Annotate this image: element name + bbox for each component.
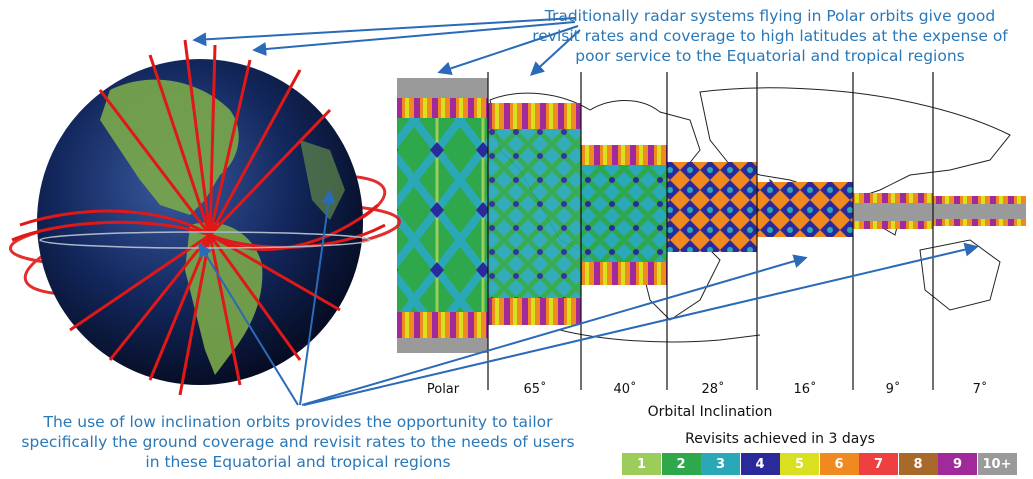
- column-dividers: [487, 72, 934, 390]
- low-inclination-caption: The use of low inclination orbits provid…: [21, 413, 575, 471]
- band-65-top-edge: [488, 103, 581, 129]
- inclination-label-28: 28˚: [701, 382, 725, 397]
- band-40-top-edge: [581, 145, 667, 165]
- coverage-map: [397, 72, 1026, 390]
- legend-swatch-5: 5: [780, 453, 819, 475]
- legend-swatch-7: 7: [859, 453, 898, 475]
- axis-title: Orbital Inclination: [647, 404, 773, 420]
- inclination-label-7: 7˚: [972, 382, 988, 397]
- band-16: [757, 182, 853, 237]
- band-7-bottom-edge: [933, 219, 1026, 226]
- legend-swatch-9: 9: [938, 453, 977, 475]
- legend-swatch-10plus: 10+: [977, 453, 1017, 475]
- band-polar-top: [397, 78, 488, 100]
- inclination-label-polar: Polar: [426, 382, 460, 397]
- band-40-bottom-edge: [581, 262, 667, 285]
- orbits-front: [11, 39, 386, 396]
- band-polar: [397, 78, 488, 353]
- inclination-label-9: 9˚: [885, 382, 901, 397]
- legend-swatch-1: 1: [622, 453, 661, 475]
- legend-swatch-3: 3: [701, 453, 740, 475]
- band-polar-top-edge: [397, 98, 488, 118]
- band-65: [488, 103, 581, 325]
- revisit-legend: 1 2 3 4 5 6 7 8 9 10+: [622, 453, 1017, 475]
- band-40: [581, 145, 667, 285]
- inclination-label-16: 16˚: [793, 382, 817, 397]
- legend-swatch-6: 6: [819, 453, 859, 475]
- inclination-label-65: 65˚: [523, 382, 547, 397]
- band-9-bottom-edge: [853, 221, 933, 229]
- band-polar-bottom-edge: [397, 312, 488, 340]
- legend-title: Revisits achieved in 3 days: [685, 431, 875, 447]
- legend-swatch-4: 4: [740, 453, 780, 475]
- band-polar-bottom: [397, 338, 488, 353]
- band-28: [667, 162, 757, 252]
- band-65-bottom-edge: [488, 298, 581, 325]
- inclination-label-40: 40˚: [613, 382, 637, 397]
- polar-orbit-caption: Traditionally radar systems flying in Po…: [532, 7, 1008, 65]
- callout-arrows: [192, 17, 979, 406]
- globe: [8, 39, 402, 396]
- band-7-top-edge: [933, 196, 1026, 204]
- band-9-top-edge: [853, 193, 933, 203]
- legend-swatch-2: 2: [661, 453, 701, 475]
- legend-swatch-8: 8: [898, 453, 938, 475]
